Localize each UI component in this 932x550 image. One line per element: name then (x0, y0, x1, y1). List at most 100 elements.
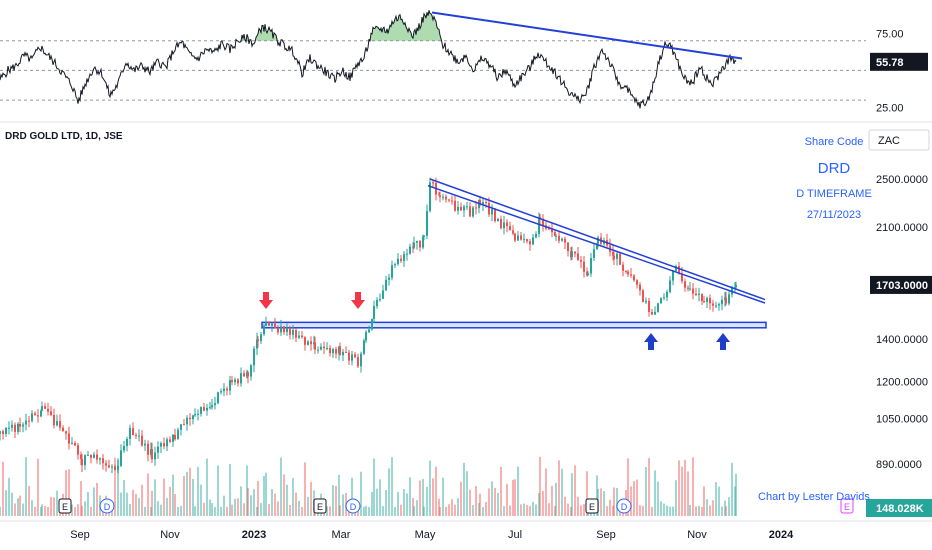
x-tick-label: Sep (70, 529, 90, 541)
candle-body (260, 334, 262, 342)
candle-body (250, 365, 252, 377)
volume-bar (268, 503, 270, 516)
volume-bar (554, 505, 556, 516)
dividend-marker[interactable] (616, 498, 632, 514)
event-label: E (589, 502, 595, 512)
volume-bar (144, 506, 146, 516)
currency-box[interactable] (868, 129, 930, 151)
candle-body (68, 433, 70, 444)
candle-body (709, 297, 711, 304)
blue-arrow-up-0 (644, 333, 658, 350)
volume-bar (561, 468, 563, 516)
candle-body (448, 199, 450, 201)
volume-bar (633, 481, 635, 516)
dividend-marker[interactable] (345, 498, 361, 514)
volume-bar (339, 505, 341, 516)
candle-body (574, 251, 576, 254)
candle-body (289, 327, 291, 335)
volume-bar (206, 458, 208, 516)
candle-body (194, 413, 196, 416)
dividend-marker[interactable] (99, 498, 115, 514)
candle-body (712, 303, 714, 306)
candle-body (234, 379, 236, 383)
candle-body (558, 235, 560, 241)
volume-bar (271, 489, 273, 516)
candle-body (320, 346, 322, 350)
candle-body (555, 235, 557, 237)
candle-body (307, 341, 309, 345)
volume-bar (735, 473, 737, 516)
candle-body (715, 305, 717, 307)
volume-bar (698, 505, 700, 516)
volume-bar (41, 504, 43, 516)
candle-body (151, 448, 153, 460)
volume-bar (660, 501, 662, 516)
volume-bar (606, 506, 608, 516)
volume-bar (292, 478, 294, 516)
x-tick-label: Nov (687, 529, 707, 541)
earnings-marker[interactable] (313, 498, 327, 514)
volume-bar (186, 471, 188, 516)
candle-body (257, 339, 259, 342)
volume-bar (243, 503, 245, 516)
volume-bar (246, 465, 248, 516)
candle-body (426, 210, 428, 236)
support-zone (261, 321, 767, 329)
candle-body (451, 200, 453, 202)
volume-bar (194, 506, 196, 516)
earnings-marker[interactable] (585, 498, 599, 514)
volume-bar (117, 458, 119, 516)
drawings (259, 292, 730, 350)
volume-bar (701, 506, 703, 516)
volume-bar (77, 504, 79, 516)
event-label: D (621, 502, 628, 512)
volume-bar (166, 497, 168, 516)
earnings-marker[interactable] (840, 498, 854, 514)
candle-body (25, 420, 27, 425)
volume-bar (435, 466, 437, 516)
candle-body (177, 429, 179, 440)
volume-bar (247, 487, 249, 516)
volume-bar (681, 466, 683, 516)
price-tick-label: 1200.0000 (876, 377, 928, 389)
candle-body (681, 273, 683, 282)
candle-body (71, 442, 73, 444)
candle-body (283, 326, 285, 333)
volume-bar (8, 477, 10, 516)
chart-title: DRD GOLD LTD, 1D, JSE (5, 131, 123, 142)
candle-body (126, 439, 128, 447)
volume-bar (503, 506, 505, 516)
candle-body (698, 293, 700, 296)
volume-bar (514, 479, 516, 516)
candle-body (114, 466, 116, 470)
candle-body (423, 235, 425, 237)
candle-body (472, 207, 474, 217)
candle-body (701, 293, 703, 302)
earnings-marker[interactable] (58, 498, 72, 514)
candle-body (718, 304, 720, 306)
volume-bar (229, 463, 231, 516)
price-tick-label: 890.0000 (876, 459, 922, 471)
volume-bar (734, 486, 736, 516)
volume-bar (645, 466, 647, 516)
volume-bar (220, 506, 222, 516)
volume-bar (651, 506, 653, 516)
volume-last-value: 148.028K (876, 503, 924, 515)
volume-bar (203, 502, 205, 516)
volume-bar (163, 478, 165, 516)
volume-bar (457, 498, 459, 516)
volume-bar (80, 481, 82, 516)
candle-body (542, 218, 544, 226)
candle-body (586, 271, 588, 275)
candle-body (363, 340, 365, 354)
resistance-line-upper (429, 178, 766, 301)
volume-bar (177, 506, 179, 516)
candle-body (535, 233, 537, 238)
candle-body (706, 297, 708, 303)
candle-body (65, 431, 67, 434)
volume-bar (432, 478, 434, 516)
candle-body (274, 323, 276, 328)
volume-bar (234, 498, 236, 516)
volume-bar (574, 465, 576, 516)
